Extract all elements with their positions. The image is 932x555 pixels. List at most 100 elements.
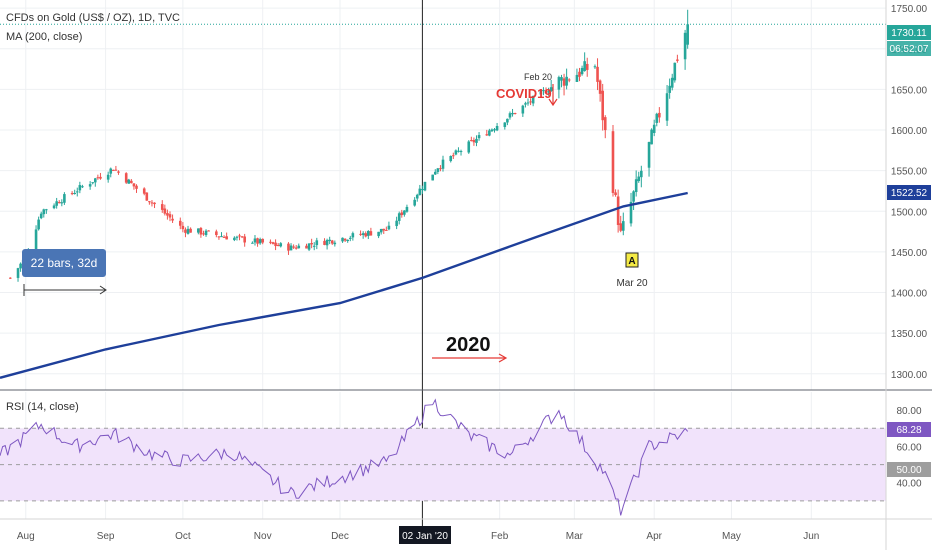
candle-body	[186, 228, 190, 234]
candle-body	[493, 129, 496, 131]
price-pane[interactable]	[0, 0, 886, 390]
candle-body	[341, 237, 344, 242]
price-tick-label: 1500.00	[891, 207, 928, 218]
candle-body	[346, 239, 350, 242]
candle-body	[454, 150, 458, 155]
candle-body	[488, 130, 491, 136]
candle-body	[673, 62, 677, 81]
ma-line	[0, 191, 688, 379]
measure-box[interactable]	[22, 249, 106, 277]
candle-body	[567, 79, 571, 81]
time-tick-label: Aug	[17, 531, 35, 542]
candle-body	[202, 233, 205, 235]
ma-legend[interactable]: MA (200, close)	[6, 31, 82, 43]
candle-body	[658, 112, 661, 118]
candle-body	[312, 245, 316, 247]
candle-body	[475, 138, 478, 143]
candle-body	[305, 245, 308, 249]
candle-body	[676, 59, 679, 61]
candle-body	[452, 155, 455, 157]
candle-body	[405, 206, 409, 212]
candle-body	[16, 268, 20, 278]
candle-body	[34, 229, 38, 253]
rsi-layer	[0, 398, 689, 516]
candle-body	[292, 246, 295, 248]
candle-body	[160, 204, 164, 210]
candle-body	[150, 202, 154, 204]
candle-body	[238, 235, 241, 237]
candle-body	[433, 171, 437, 175]
candle-body	[431, 174, 434, 181]
marker-a-box[interactable]	[625, 252, 639, 268]
time-tick-label: Nov	[254, 531, 272, 542]
candle-body	[261, 238, 265, 243]
candle-body	[490, 129, 494, 132]
candle-body	[145, 192, 149, 201]
time-axis[interactable]: Aug Sep Oct Nov Dec Feb Mar Apr May Jun	[17, 531, 820, 542]
candle-body	[109, 168, 113, 174]
candle-body	[310, 242, 313, 245]
candle-body	[142, 188, 146, 194]
covid-label[interactable]: COVID19	[496, 86, 552, 101]
candle-body	[351, 233, 355, 238]
candle-body	[9, 277, 12, 279]
candle-body	[189, 228, 192, 233]
candle-body	[652, 124, 656, 133]
countdown-label: 06:52:07	[890, 44, 929, 55]
candle-body	[52, 205, 56, 209]
candle-body	[508, 113, 512, 118]
candle-body	[560, 77, 563, 81]
rsi-tick-label: 80.00	[896, 406, 921, 417]
symbol-legend[interactable]: CFDs on Gold (US$ / OZ), 1D, TVC	[6, 12, 180, 24]
rsi-line	[0, 398, 689, 516]
candle-body	[325, 239, 329, 246]
candle-body	[364, 233, 368, 237]
candle-body	[184, 229, 187, 233]
candle-body	[441, 159, 445, 169]
candle-body	[385, 229, 388, 231]
candle-body	[81, 186, 84, 188]
rsi-axis[interactable]: 80.00 60.00 40.00	[896, 406, 921, 490]
time-tick-label: Jun	[803, 531, 819, 542]
candle-body	[207, 230, 210, 232]
candle-body	[225, 236, 228, 240]
candle-body	[114, 169, 118, 171]
time-tick-label: Feb	[491, 531, 509, 542]
rsi-midline-box	[887, 462, 931, 477]
price-tick-label: 1350.00	[891, 329, 928, 340]
rsi-legend[interactable]: RSI (14, close)	[6, 401, 79, 413]
candle-body	[222, 236, 226, 238]
countdown-box	[887, 41, 931, 56]
price-tick-label: 1300.00	[891, 370, 928, 381]
candles	[9, 9, 689, 282]
candle-body	[640, 170, 643, 178]
candle-body	[148, 201, 151, 203]
candle-body	[215, 231, 218, 236]
candle-body	[171, 218, 174, 221]
candle-body	[132, 183, 136, 187]
candle-body	[583, 61, 586, 71]
candle-body	[524, 103, 527, 105]
candle-body	[106, 174, 110, 180]
candle-body	[39, 213, 43, 219]
candle-body	[19, 263, 22, 269]
rsi-midline-label: 50.00	[896, 465, 921, 476]
price-tick-label: 1450.00	[891, 248, 928, 259]
candle-body	[117, 171, 120, 173]
candle-body	[181, 225, 185, 230]
crosshair-time-box	[399, 526, 451, 544]
year-label[interactable]: 2020	[446, 334, 491, 356]
mar-date-label: Mar 20	[616, 278, 648, 289]
candle-body	[436, 168, 440, 172]
candle-body	[163, 208, 167, 214]
candle-body	[153, 202, 156, 205]
candle-body	[637, 176, 641, 182]
candle-body	[539, 90, 543, 95]
candle-body	[377, 231, 380, 237]
candle-body	[421, 188, 424, 191]
candle-body	[382, 228, 386, 231]
candle-body	[665, 93, 669, 121]
candle-body	[387, 225, 391, 230]
candle-body	[521, 105, 525, 114]
